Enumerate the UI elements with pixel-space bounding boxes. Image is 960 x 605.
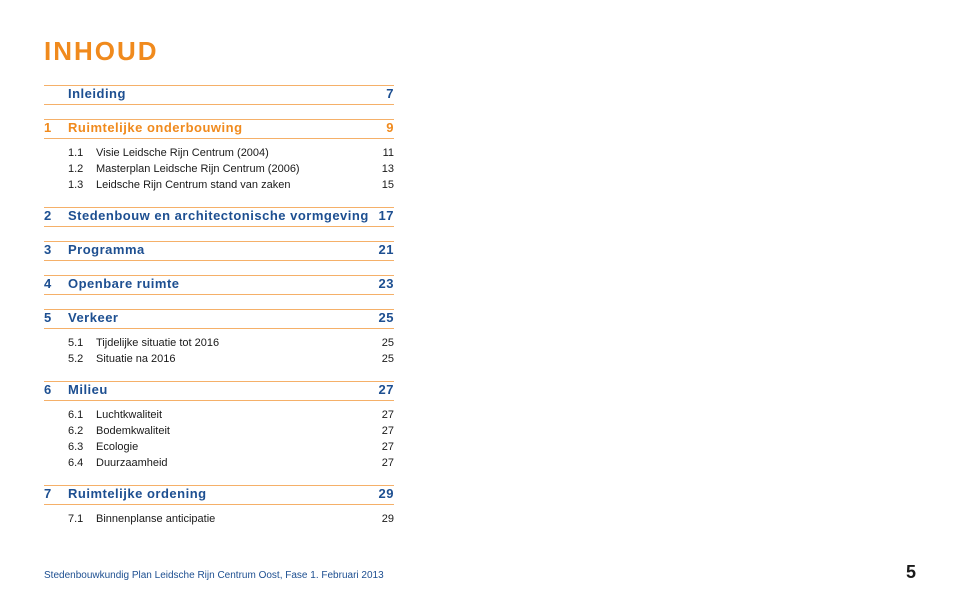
toc-section-heading: 7Ruimtelijke ordening29	[44, 485, 394, 505]
toc-section-page: 7	[378, 86, 394, 101]
toc-section-heading: 4Openbare ruimte23	[44, 275, 394, 295]
toc-sub-page: 11	[383, 145, 394, 161]
toc-sub-label: Situatie na 2016	[96, 351, 382, 367]
toc-section-label: Programma	[68, 242, 371, 257]
toc-section-number: 4	[44, 276, 68, 291]
toc-sub-label: Ecologie	[96, 439, 382, 455]
toc-sub-label: Bodemkwaliteit	[96, 423, 382, 439]
toc-sub-number: 7.1	[68, 511, 96, 527]
document-page: INHOUD Inleiding71Ruimtelijke onderbouwi…	[0, 0, 960, 605]
toc-sub-row: 7.1Binnenplanse anticipatie29	[44, 511, 394, 527]
toc-sub-label: Luchtkwaliteit	[96, 407, 382, 423]
toc-section-heading: 1Ruimtelijke onderbouwing9	[44, 119, 394, 139]
toc-section-page: 27	[371, 382, 394, 397]
toc-sub-page: 27	[382, 455, 394, 471]
toc-sub-label: Tijdelijke situatie tot 2016	[96, 335, 382, 351]
toc-section-heading: 3Programma21	[44, 241, 394, 261]
toc-sub-row: 1.1Visie Leidsche Rijn Centrum (2004)11	[44, 145, 394, 161]
toc-sub-row: 5.2Situatie na 201625	[44, 351, 394, 367]
toc-sub-number: 6.3	[68, 439, 96, 455]
toc-section-heading: 6Milieu27	[44, 381, 394, 401]
toc-section-number: 6	[44, 382, 68, 397]
footer-page-number: 5	[906, 562, 916, 583]
toc-sub-label: Leidsche Rijn Centrum stand van zaken	[96, 177, 382, 193]
toc-section-label: Openbare ruimte	[68, 276, 371, 291]
toc-sub-number: 5.1	[68, 335, 96, 351]
toc-sub-number: 6.2	[68, 423, 96, 439]
toc-sub-row: 6.3Ecologie27	[44, 439, 394, 455]
toc-section-page: 23	[371, 276, 394, 291]
toc-sub-number: 6.1	[68, 407, 96, 423]
toc-sub-row: 1.2Masterplan Leidsche Rijn Centrum (200…	[44, 161, 394, 177]
toc-section-label: Inleiding	[68, 86, 378, 101]
footer-text: Stedenbouwkundig Plan Leidsche Rijn Cent…	[44, 570, 384, 581]
toc-sub-page: 27	[382, 439, 394, 455]
toc-section-label: Verkeer	[68, 310, 371, 325]
toc-sub-page: 15	[382, 177, 394, 193]
toc-sub-page: 25	[382, 335, 394, 351]
toc-sub-page: 27	[382, 407, 394, 423]
toc-section-label: Milieu	[68, 382, 371, 397]
toc-section-number: 2	[44, 208, 68, 223]
toc-sub-number: 1.2	[68, 161, 96, 177]
toc-section-page: 17	[371, 208, 394, 223]
toc-sub-number: 5.2	[68, 351, 96, 367]
table-of-contents: Inleiding71Ruimtelijke onderbouwing91.1V…	[44, 85, 394, 527]
toc-section-page: 25	[371, 310, 394, 325]
toc-section-label: Stedenbouw en architectonische vormgevin…	[68, 208, 371, 223]
toc-sub-page: 27	[382, 423, 394, 439]
toc-sub-row: 6.2Bodemkwaliteit27	[44, 423, 394, 439]
toc-sub-page: 29	[382, 511, 394, 527]
toc-sub-row: 6.4Duurzaamheid27	[44, 455, 394, 471]
toc-section-page: 9	[378, 120, 394, 135]
toc-section-heading: 5Verkeer25	[44, 309, 394, 329]
toc-sub-number: 1.3	[68, 177, 96, 193]
toc-sub-row: 5.1Tijdelijke situatie tot 201625	[44, 335, 394, 351]
page-title: INHOUD	[44, 36, 960, 67]
toc-sub-page: 25	[382, 351, 394, 367]
toc-section-number: 7	[44, 486, 68, 501]
toc-section-number: 3	[44, 242, 68, 257]
toc-sub-row: 1.3Leidsche Rijn Centrum stand van zaken…	[44, 177, 394, 193]
toc-section-number: 1	[44, 120, 68, 135]
toc-sub-label: Visie Leidsche Rijn Centrum (2004)	[96, 145, 383, 161]
toc-section-heading: Inleiding7	[44, 85, 394, 105]
toc-sub-number: 6.4	[68, 455, 96, 471]
toc-sub-label: Duurzaamheid	[96, 455, 382, 471]
toc-section-heading: 2Stedenbouw en architectonische vormgevi…	[44, 207, 394, 227]
toc-section-number: 5	[44, 310, 68, 325]
toc-section-label: Ruimtelijke ordening	[68, 486, 371, 501]
toc-section-page: 29	[371, 486, 394, 501]
toc-section-page: 21	[371, 242, 394, 257]
toc-sub-label: Binnenplanse anticipatie	[96, 511, 382, 527]
toc-section-label: Ruimtelijke onderbouwing	[68, 120, 378, 135]
toc-sub-label: Masterplan Leidsche Rijn Centrum (2006)	[96, 161, 382, 177]
toc-sub-row: 6.1Luchtkwaliteit27	[44, 407, 394, 423]
page-footer: Stedenbouwkundig Plan Leidsche Rijn Cent…	[44, 562, 916, 583]
toc-sub-number: 1.1	[68, 145, 96, 161]
toc-sub-page: 13	[382, 161, 394, 177]
